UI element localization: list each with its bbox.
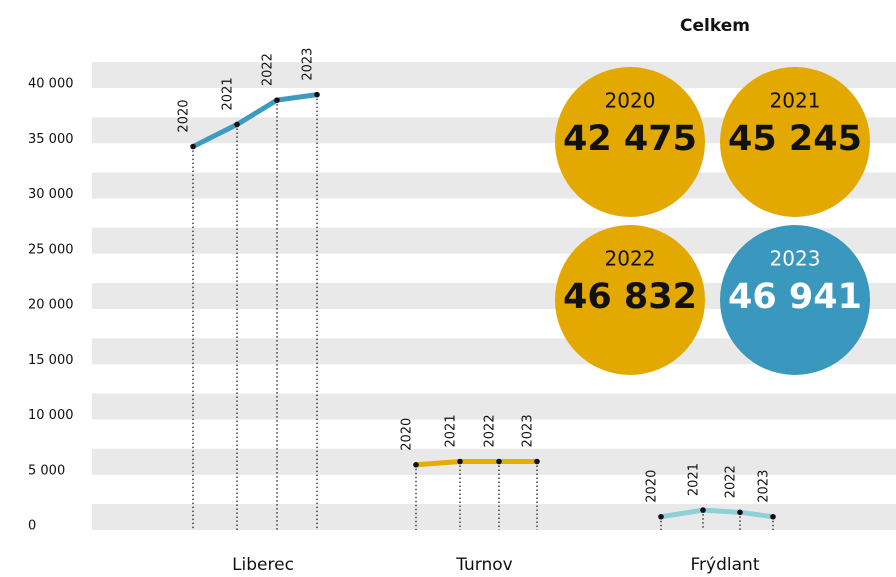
year-label: 2020 [645, 470, 660, 503]
total-year: 2022 [605, 247, 656, 271]
y-tick-label: 40 000 [28, 77, 74, 92]
point [274, 97, 280, 103]
year-label: 2021 [221, 77, 236, 110]
year-label: 2022 [261, 53, 276, 86]
totals-title: Celkem [680, 16, 750, 36]
y-tick-label: 35 000 [28, 132, 74, 147]
year-label: 2021 [687, 463, 702, 496]
point [496, 458, 502, 465]
y-tick-label: 10 000 [28, 408, 74, 423]
total-circle: 2022 46 832 [555, 225, 705, 375]
total-bubble [555, 67, 705, 217]
point [700, 507, 706, 513]
point [314, 91, 320, 98]
y-tick-label: 5 000 [28, 463, 65, 478]
series-line [191, 92, 318, 149]
point [457, 458, 463, 465]
category-label: Turnov [455, 555, 513, 575]
total-value: 42 475 [563, 119, 697, 159]
point [234, 121, 240, 128]
year-label: 2022 [724, 465, 739, 498]
total-value: 46 941 [728, 277, 862, 317]
point [770, 513, 776, 520]
point [413, 462, 419, 468]
total-year: 2020 [605, 89, 656, 113]
year-label: 2023 [301, 48, 316, 81]
category-label: Frýdlant [691, 555, 760, 575]
total-year: 2021 [770, 89, 821, 113]
total-bubble [720, 225, 870, 375]
total-circle: 2020 42 475 [555, 67, 705, 217]
y-tick-label: 30 000 [28, 187, 74, 202]
total-circle: 2023 46 941 [720, 225, 870, 375]
total-circle: 2021 45 245 [720, 67, 870, 217]
y-tick-label: 25 000 [28, 242, 74, 257]
category-label: Liberec [232, 555, 294, 575]
total-bubble [555, 225, 705, 375]
point [658, 513, 664, 520]
year-label: 2021 [444, 414, 459, 447]
series-line [660, 507, 774, 520]
series-line [415, 458, 537, 468]
total-year: 2023 [770, 247, 821, 271]
total-bubble [720, 67, 870, 217]
y-tick-label: 20 000 [28, 298, 74, 313]
total-value: 46 832 [563, 277, 697, 317]
grid-band [92, 393, 896, 420]
year-label: 2023 [757, 470, 772, 503]
total-value: 45 245 [728, 119, 862, 159]
year-label: 2020 [400, 418, 415, 451]
year-label: 2022 [483, 414, 498, 447]
point [190, 143, 196, 150]
y-tick-label: 0 [28, 519, 36, 534]
point [534, 458, 540, 465]
year-label: 2023 [521, 414, 536, 447]
y-tick-label: 15 000 [28, 353, 74, 368]
year-label: 2020 [177, 99, 192, 132]
point [737, 509, 743, 516]
